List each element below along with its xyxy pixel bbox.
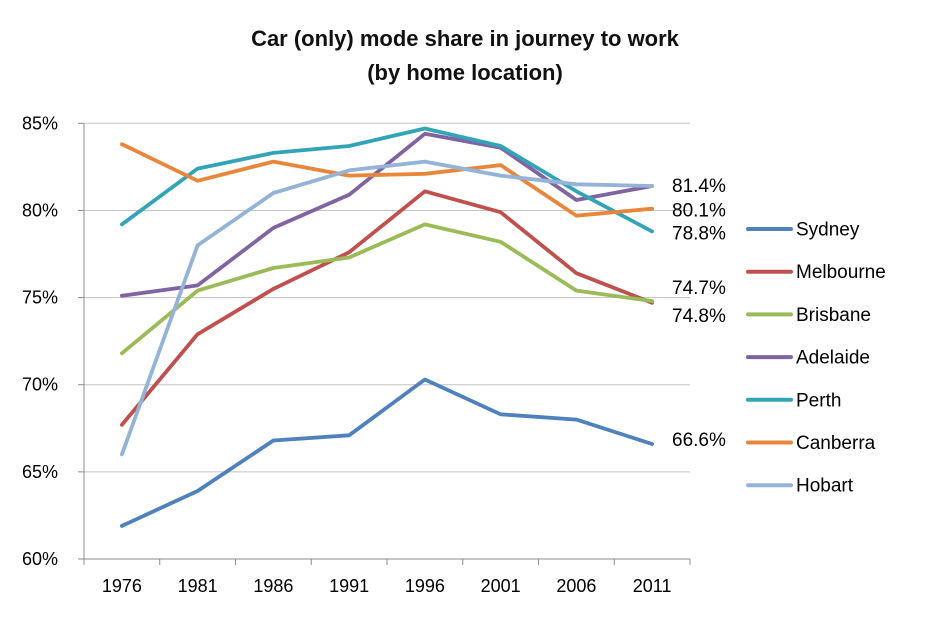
series-line-brisbane: [120, 222, 654, 356]
y-tick-label: 85%: [22, 113, 58, 133]
chart-title-line1: Car (only) mode share in journey to work: [251, 26, 679, 51]
data-label: 78.8%: [672, 223, 726, 244]
legend-label-hobart: Hobart: [796, 476, 854, 497]
x-tick-label: 2001: [481, 576, 521, 596]
x-tick-label: 1996: [405, 576, 445, 596]
legend-label-melbourne: Melbourne: [796, 262, 886, 283]
legend-label-canberra: Canberra: [796, 433, 876, 454]
x-tick-label: 2011: [633, 576, 672, 596]
legend-label-adelaide: Adelaide: [796, 348, 870, 369]
data-label: 74.7%: [672, 278, 726, 299]
series-line-melbourne: [120, 189, 654, 427]
y-tick-label: 65%: [22, 462, 58, 482]
x-tick-label: 1981: [178, 576, 218, 596]
y-tick-label: 60%: [22, 549, 58, 569]
chart-title: Car (only) mode share in journey to work…: [0, 22, 930, 90]
x-tick-label: 2006: [556, 576, 596, 596]
x-tick-label: 1986: [253, 576, 293, 596]
series-line-canberra: [120, 142, 654, 218]
legend-label-brisbane: Brisbane: [796, 305, 871, 326]
data-label: 81.4%: [672, 176, 726, 197]
x-tick-label: 1976: [102, 576, 142, 596]
chart-title-line2: (by home location): [367, 60, 563, 85]
series-line-hobart: [120, 159, 654, 457]
data-label: 66.6%: [672, 430, 726, 451]
data-label: 80.1%: [672, 201, 726, 222]
y-tick-label: 80%: [22, 200, 58, 220]
series-line-sydney: [120, 377, 654, 528]
x-tick-label: 1991: [329, 576, 369, 596]
legend-label-perth: Perth: [796, 390, 841, 411]
y-tick-label: 75%: [22, 288, 58, 308]
legend-label-sydney: Sydney: [796, 220, 860, 241]
y-tick-label: 70%: [22, 375, 58, 395]
data-label: 74.8%: [672, 306, 726, 327]
